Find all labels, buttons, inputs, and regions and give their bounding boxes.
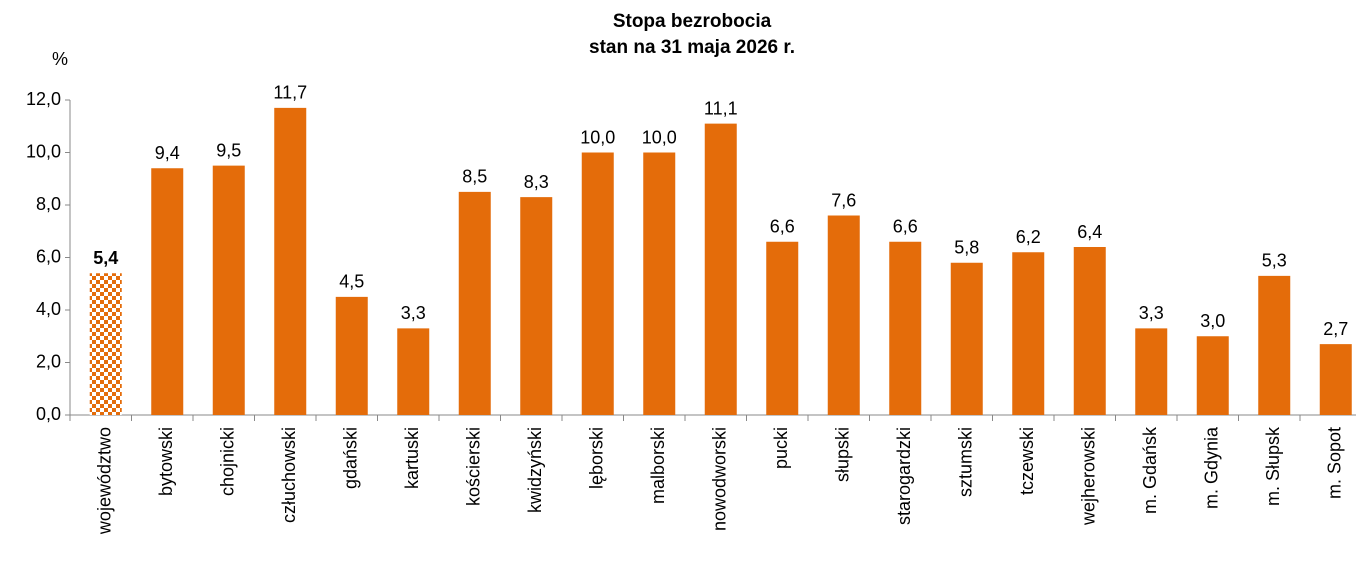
chart-title: Stopa bezrobocia [613,11,772,32]
y-axis-label: % [52,49,68,69]
x-tick-label: bytowski [156,427,176,496]
bar [1319,344,1352,415]
bar [89,273,122,415]
x-tick-label: kościerski [464,427,484,506]
bar [1012,252,1045,415]
value-label: 5,3 [1262,251,1287,271]
x-tick-label: nowodworski [710,427,730,531]
x-tick-label: kartuski [402,427,422,489]
x-tick-label: wejherowski [1079,427,1099,526]
x-tick-label: m. Gdynia [1202,426,1222,509]
bar [212,165,245,415]
value-label: 8,3 [524,172,549,192]
bar [889,241,922,415]
value-label: 9,5 [216,140,241,160]
x-tick-label: starogardzki [894,427,914,525]
y-tick-label: 2,0 [36,351,61,371]
y-tick-label: 0,0 [36,404,61,424]
x-tick-label: pucki [771,427,791,469]
x-tick-label: m. Słupsk [1263,426,1283,506]
bar [274,107,307,415]
value-label: 3,3 [401,303,426,323]
chart-subtitle: stan na 31 maja 2026 r. [589,37,795,58]
bar [397,328,430,415]
bar [766,241,799,415]
x-tick-label: m. Sopot [1325,427,1345,499]
y-tick-label: 10,0 [26,141,61,161]
value-label: 6,6 [893,217,918,237]
bar [151,168,184,415]
value-label: 10,0 [642,127,677,147]
value-label: 2,7 [1323,319,1348,339]
bar [1135,328,1168,415]
bar [1073,247,1106,415]
value-label: 6,6 [770,217,795,237]
x-tick-label: tczewski [1017,427,1037,495]
x-tick-label: lęborski [587,427,607,489]
x-tick-label: gdański [341,427,361,489]
bar [1258,275,1291,415]
y-tick-label: 6,0 [36,246,61,266]
value-label: 4,5 [339,272,364,292]
x-tick-label: człuchowski [279,427,299,523]
value-label: 3,0 [1200,311,1225,331]
bar [643,152,676,415]
bar [704,123,737,415]
value-label: 3,3 [1139,303,1164,323]
bar [458,191,491,415]
bar [581,152,614,415]
value-label: 11,7 [273,83,307,103]
value-label: 5,4 [93,248,118,268]
bar [520,197,553,415]
x-tick-label: m. Gdańsk [1140,426,1160,514]
value-label: 5,8 [954,238,979,258]
value-label: 7,6 [831,190,856,210]
value-label: 10,0 [580,127,615,147]
bar [1196,336,1229,415]
x-tick-label: chojnicki [218,427,238,496]
value-label: 11,1 [704,98,738,118]
x-tick-label: sztumski [956,427,976,497]
value-label: 9,4 [155,143,180,163]
bar [950,262,983,415]
y-tick-label: 12,0 [26,89,61,109]
x-tick-label: słupski [833,427,853,482]
y-tick-label: 4,0 [36,299,61,319]
y-tick-label: 8,0 [36,194,61,214]
x-tick-label: województwo [95,427,115,535]
x-tick-label: kwidzyński [525,427,545,513]
value-label: 6,2 [1016,227,1041,247]
bar [827,215,860,415]
value-label: 8,5 [462,167,487,187]
x-tick-label: malborski [648,427,668,504]
value-label: 6,4 [1077,222,1102,242]
bar [335,296,368,415]
